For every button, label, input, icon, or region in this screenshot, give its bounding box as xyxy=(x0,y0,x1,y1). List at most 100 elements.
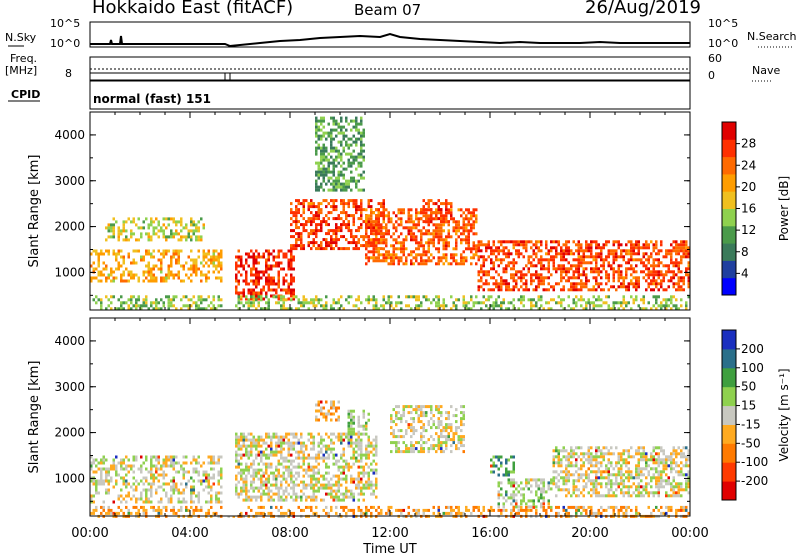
data-cell xyxy=(250,483,253,487)
data-cell xyxy=(220,249,223,253)
data-cell xyxy=(435,223,438,227)
data-cell xyxy=(352,447,355,451)
data-cell xyxy=(555,252,558,256)
data-cell xyxy=(400,211,403,215)
data-cell xyxy=(585,285,588,289)
data-cell xyxy=(370,205,373,209)
data-cell xyxy=(347,441,350,445)
data-cell xyxy=(345,495,348,499)
data-cell xyxy=(537,478,540,482)
data-cell xyxy=(325,182,328,186)
data-cell xyxy=(330,128,333,132)
data-cell xyxy=(622,307,625,311)
data-cell xyxy=(530,484,533,488)
data-cell xyxy=(202,298,205,302)
data-cell xyxy=(342,307,345,311)
data-cell xyxy=(247,489,250,493)
data-cell xyxy=(162,482,165,486)
data-cell xyxy=(347,247,350,251)
data-cell xyxy=(585,240,588,244)
data-cell xyxy=(522,282,525,286)
data-cell xyxy=(530,282,533,286)
data-cell xyxy=(95,464,98,468)
data-cell xyxy=(290,279,293,283)
data-cell xyxy=(490,258,493,262)
data-cell xyxy=(240,255,243,259)
data-cell xyxy=(182,461,185,465)
data-cell xyxy=(455,444,458,448)
data-cell xyxy=(462,417,465,421)
data-cell xyxy=(370,483,373,487)
data-cell xyxy=(612,273,615,277)
data-cell xyxy=(355,208,358,212)
data-cell xyxy=(540,502,543,506)
data-cell xyxy=(685,267,688,271)
data-cell xyxy=(355,119,358,123)
data-cell xyxy=(437,426,440,430)
data-cell xyxy=(662,298,665,302)
data-cell xyxy=(595,240,598,244)
data-cell xyxy=(240,447,243,451)
data-cell xyxy=(445,426,448,430)
data-cell xyxy=(670,295,673,299)
data-cell xyxy=(375,208,378,212)
data-cell xyxy=(340,155,343,159)
data-cell xyxy=(315,459,318,463)
data-cell xyxy=(427,199,430,203)
data-cell xyxy=(315,241,318,245)
data-cell xyxy=(502,282,505,286)
data-cell xyxy=(440,423,443,427)
data-cell xyxy=(462,438,465,442)
data-cell xyxy=(582,267,585,271)
data-cell xyxy=(685,255,688,259)
data-cell xyxy=(442,241,445,245)
data-cell xyxy=(645,246,648,250)
data-cell xyxy=(330,403,333,407)
data-cell xyxy=(350,477,353,481)
data-cell xyxy=(107,491,110,495)
data-cell xyxy=(370,444,373,448)
data-cell xyxy=(360,444,363,448)
data-cell xyxy=(252,252,255,256)
data-cell xyxy=(270,465,273,469)
data-cell xyxy=(335,235,338,239)
data-cell xyxy=(112,500,115,504)
data-cell xyxy=(320,116,323,120)
data-cell xyxy=(322,179,325,183)
data-cell xyxy=(395,411,398,415)
data-cell xyxy=(347,185,350,189)
data-cell xyxy=(282,456,285,460)
data-cell xyxy=(220,261,223,265)
data-cell xyxy=(310,223,313,227)
data-cell xyxy=(337,131,340,135)
data-cell xyxy=(365,427,368,431)
data-cell xyxy=(642,255,645,259)
data-cell xyxy=(240,477,243,481)
data-cell xyxy=(182,267,185,271)
data-cell xyxy=(492,243,495,247)
data-cell xyxy=(347,241,350,245)
data-cell xyxy=(472,232,475,236)
data-cell xyxy=(340,173,343,177)
data-cell xyxy=(295,223,298,227)
data-cell xyxy=(295,238,298,242)
data-cell xyxy=(292,474,295,478)
data-cell xyxy=(182,470,185,474)
data-cell xyxy=(167,307,170,311)
data-cell xyxy=(450,202,453,206)
data-cell xyxy=(572,264,575,268)
data-cell xyxy=(492,252,495,256)
data-cell xyxy=(565,467,568,471)
data-cell xyxy=(400,247,403,251)
data-cell xyxy=(105,488,108,492)
data-cell xyxy=(282,279,285,283)
data-cell xyxy=(452,217,455,221)
data-cell xyxy=(317,161,320,165)
data-cell xyxy=(107,249,110,253)
data-cell xyxy=(362,131,365,135)
data-cell xyxy=(325,131,328,135)
data-cell xyxy=(315,211,318,215)
data-cell xyxy=(195,226,198,230)
data-cell xyxy=(327,480,330,484)
data-cell xyxy=(595,246,598,250)
